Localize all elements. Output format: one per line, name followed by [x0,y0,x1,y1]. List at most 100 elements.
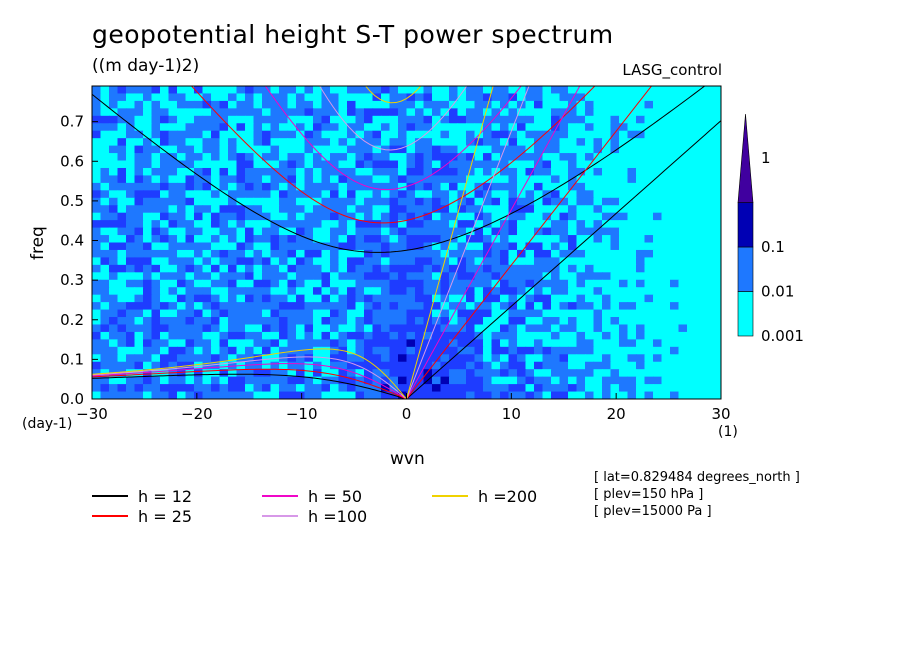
heatmap-cell [287,361,297,370]
heatmap-cell [219,138,229,147]
heatmap-cell [211,302,221,311]
heatmap-cell [168,264,178,273]
heatmap-cell [236,108,246,117]
heatmap-cell [143,153,153,162]
heatmap-cell [143,309,153,318]
heatmap-cell [381,287,391,296]
heatmap-cell [449,279,459,288]
heatmap-cell [593,182,603,191]
heatmap-cell [109,153,119,162]
heatmap-cell [474,369,484,378]
heatmap-cell [627,257,637,266]
heatmap-cell [134,264,144,273]
heatmap-cell [449,384,459,393]
heatmap-cell [653,257,663,266]
heatmap-cell [525,235,535,244]
heatmap-cell [712,384,721,393]
heatmap-cell [491,346,501,355]
heatmap-cell [100,376,110,385]
heatmap-cell [576,249,586,258]
heatmap-cell [440,302,450,311]
heatmap-cell [287,391,297,399]
heatmap-cell [661,294,671,303]
heatmap-cell [160,302,170,311]
heatmap-cell [100,205,110,214]
heatmap-cell [228,317,238,326]
heatmap-cell [126,197,136,206]
heatmap-cell [704,123,714,132]
heatmap-cell [474,100,484,109]
heatmap-cell [347,346,357,355]
heatmap-cell [355,123,365,132]
heatmap-cell [134,354,144,363]
heatmap-cell [151,391,161,399]
heatmap-cell [389,86,399,95]
heatmap-cell [500,93,510,102]
heatmap-cell [466,153,476,162]
heatmap-cell [483,376,493,385]
heatmap-cell [619,123,629,132]
heatmap-cell [211,160,221,169]
heatmap-cell [185,302,195,311]
heatmap-cell [534,309,544,318]
heatmap-cell [619,272,629,281]
heatmap-cell [542,361,552,370]
heatmap-cell [678,153,688,162]
heatmap-cell [228,242,238,251]
heatmap-cell [296,115,306,124]
heatmap-cell [143,108,153,117]
heatmap-cell [457,235,467,244]
heatmap-cell [134,153,144,162]
heatmap-cell [211,227,221,236]
heatmap-cell [576,369,586,378]
heatmap-cell [644,220,654,229]
heatmap-cell [253,302,263,311]
heatmap-cell [177,317,187,326]
heatmap-cell [330,287,340,296]
x-axis-unit: (1) [718,424,738,440]
heatmap-cell [678,205,688,214]
heatmap-cell [593,138,603,147]
heatmap-cell [151,93,161,102]
heatmap-cell [202,175,212,184]
heatmap-cell [483,331,493,340]
heatmap-cell [151,302,161,311]
heatmap-cell [644,287,654,296]
heatmap-cell [653,220,663,229]
heatmap-cell [100,197,110,206]
heatmap-cell [483,160,493,169]
heatmap-cell [542,212,552,221]
heatmap-cell [670,182,680,191]
heatmap-cell [126,123,136,132]
heatmap-cell [695,287,705,296]
heatmap-cell [712,167,721,177]
heatmap-cell [585,227,595,236]
heatmap-cell [636,123,646,132]
heatmap-cell [542,160,552,169]
heatmap-cell [440,369,450,378]
heatmap-cell [534,145,544,154]
heatmap-cell [279,369,289,378]
heatmap-cell [143,272,153,281]
heatmap-cell [92,130,102,139]
heatmap-cell [143,339,153,348]
heatmap-cell [619,302,629,311]
heatmap-cell [287,86,297,95]
heatmap-cell [92,369,102,378]
heatmap-cell [160,205,170,214]
heatmap-cell [551,86,561,95]
heatmap-cell [670,324,680,333]
heatmap-cell [202,324,212,333]
heatmap-cell [211,205,221,214]
heatmap-cell [109,190,119,199]
heatmap-cell [109,361,119,370]
heatmap-cell [279,287,289,296]
heatmap-cell [134,197,144,206]
heatmap-cell [287,197,297,206]
heatmap-cell [627,264,637,273]
heatmap-cell [483,190,493,199]
heatmap-cell [534,257,544,266]
heatmap-cell [568,100,578,109]
heatmap-cell [457,93,467,102]
heatmap-cell [585,257,595,266]
